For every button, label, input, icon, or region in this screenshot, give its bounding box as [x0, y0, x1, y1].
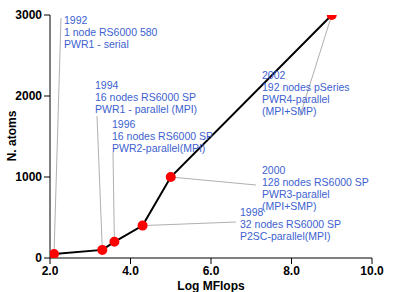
svg-text:1000: 1000: [15, 170, 42, 184]
svg-text:2002: 2002: [262, 69, 286, 81]
svg-text:6.0: 6.0: [203, 264, 220, 278]
svg-text:PWR1 - parallel (MPI): PWR1 - parallel (MPI): [95, 103, 197, 115]
svg-text:PWR4-parallel: PWR4-parallel: [262, 93, 330, 105]
svg-text:1 node RS6000 580: 1 node RS6000 580: [64, 26, 158, 38]
svg-text:3000: 3000: [15, 8, 42, 22]
svg-text:1996: 1996: [112, 118, 136, 130]
svg-text:16 nodes RS6000 SP: 16 nodes RS6000 SP: [112, 130, 213, 142]
svg-text:PWR1 - serial: PWR1 - serial: [64, 38, 129, 50]
svg-text:16 nodes RS6000 SP: 16 nodes RS6000 SP: [95, 91, 196, 103]
svg-text:PWR3-parallel: PWR3-parallel: [262, 188, 330, 200]
svg-text:0: 0: [35, 251, 42, 265]
svg-text:P2SC-parallel(MPI): P2SC-parallel(MPI): [240, 230, 330, 242]
svg-text:PWR2-parallel(MPI): PWR2-parallel(MPI): [112, 142, 205, 154]
svg-text:4.0: 4.0: [122, 264, 139, 278]
svg-text:128 nodes RS6000 SP: 128 nodes RS6000 SP: [262, 176, 369, 188]
svg-text:1992: 1992: [64, 14, 88, 26]
svg-text:Log MFlops: Log MFlops: [177, 279, 245, 292]
svg-text:32 nodes RS6000 SP: 32 nodes RS6000 SP: [240, 218, 341, 230]
svg-text:8.0: 8.0: [283, 264, 300, 278]
svg-text:(MPI+SMP): (MPI+SMP): [262, 105, 317, 117]
svg-text:N. atoms: N. atoms: [8, 110, 19, 161]
svg-text:2000: 2000: [262, 164, 286, 176]
svg-text:1994: 1994: [95, 79, 119, 91]
svg-text:2.0: 2.0: [42, 264, 59, 278]
svg-text:1998: 1998: [240, 206, 264, 218]
svg-text:10.0: 10.0: [360, 264, 384, 278]
svg-text:2000: 2000: [15, 89, 42, 103]
svg-text:192 nodes pSeries: 192 nodes pSeries: [262, 81, 350, 93]
svg-text:(MPI+SMP): (MPI+SMP): [262, 200, 317, 212]
